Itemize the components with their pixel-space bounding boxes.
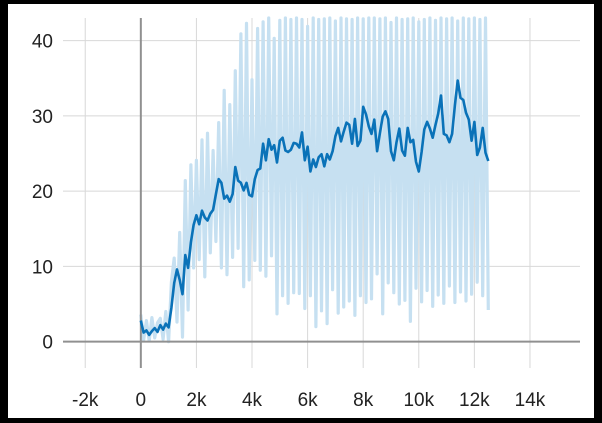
x-tick-label: 14k — [515, 390, 546, 411]
y-tick-label: 40 — [32, 32, 53, 53]
x-tick-labels: -2k 0 2k 4k 6k 8k 10k 12k 14k — [72, 390, 546, 411]
y-tick-label: 30 — [32, 107, 53, 128]
y-tick-labels: 0 10 20 30 40 — [32, 32, 53, 354]
x-tick-label: 4k — [242, 390, 263, 411]
y-tick-label: 10 — [32, 257, 53, 278]
axes — [63, 18, 580, 368]
x-tick-label: -2k — [72, 390, 99, 411]
y-tick-label: 0 — [42, 333, 53, 354]
raw-series — [139, 16, 490, 344]
x-tick-label: 2k — [186, 390, 207, 411]
smoothed-series — [139, 79, 490, 337]
x-tick-label: 8k — [353, 390, 374, 411]
raw-series-line — [139, 16, 490, 344]
x-tick-label: 12k — [459, 390, 490, 411]
y-tick-label: 20 — [32, 182, 53, 203]
line-chart: -2k 0 2k 4k 6k 8k 10k 12k 14k 0 10 20 30 40 — [32, 16, 580, 411]
x-tick-label: 0 — [136, 390, 147, 411]
x-tick-label: 6k — [298, 390, 319, 411]
smoothed-series-line — [139, 79, 490, 337]
x-tick-label: 10k — [403, 390, 434, 411]
chart-panel: -2k 0 2k 4k 6k 8k 10k 12k 14k 0 10 20 30 40 — [8, 4, 594, 418]
